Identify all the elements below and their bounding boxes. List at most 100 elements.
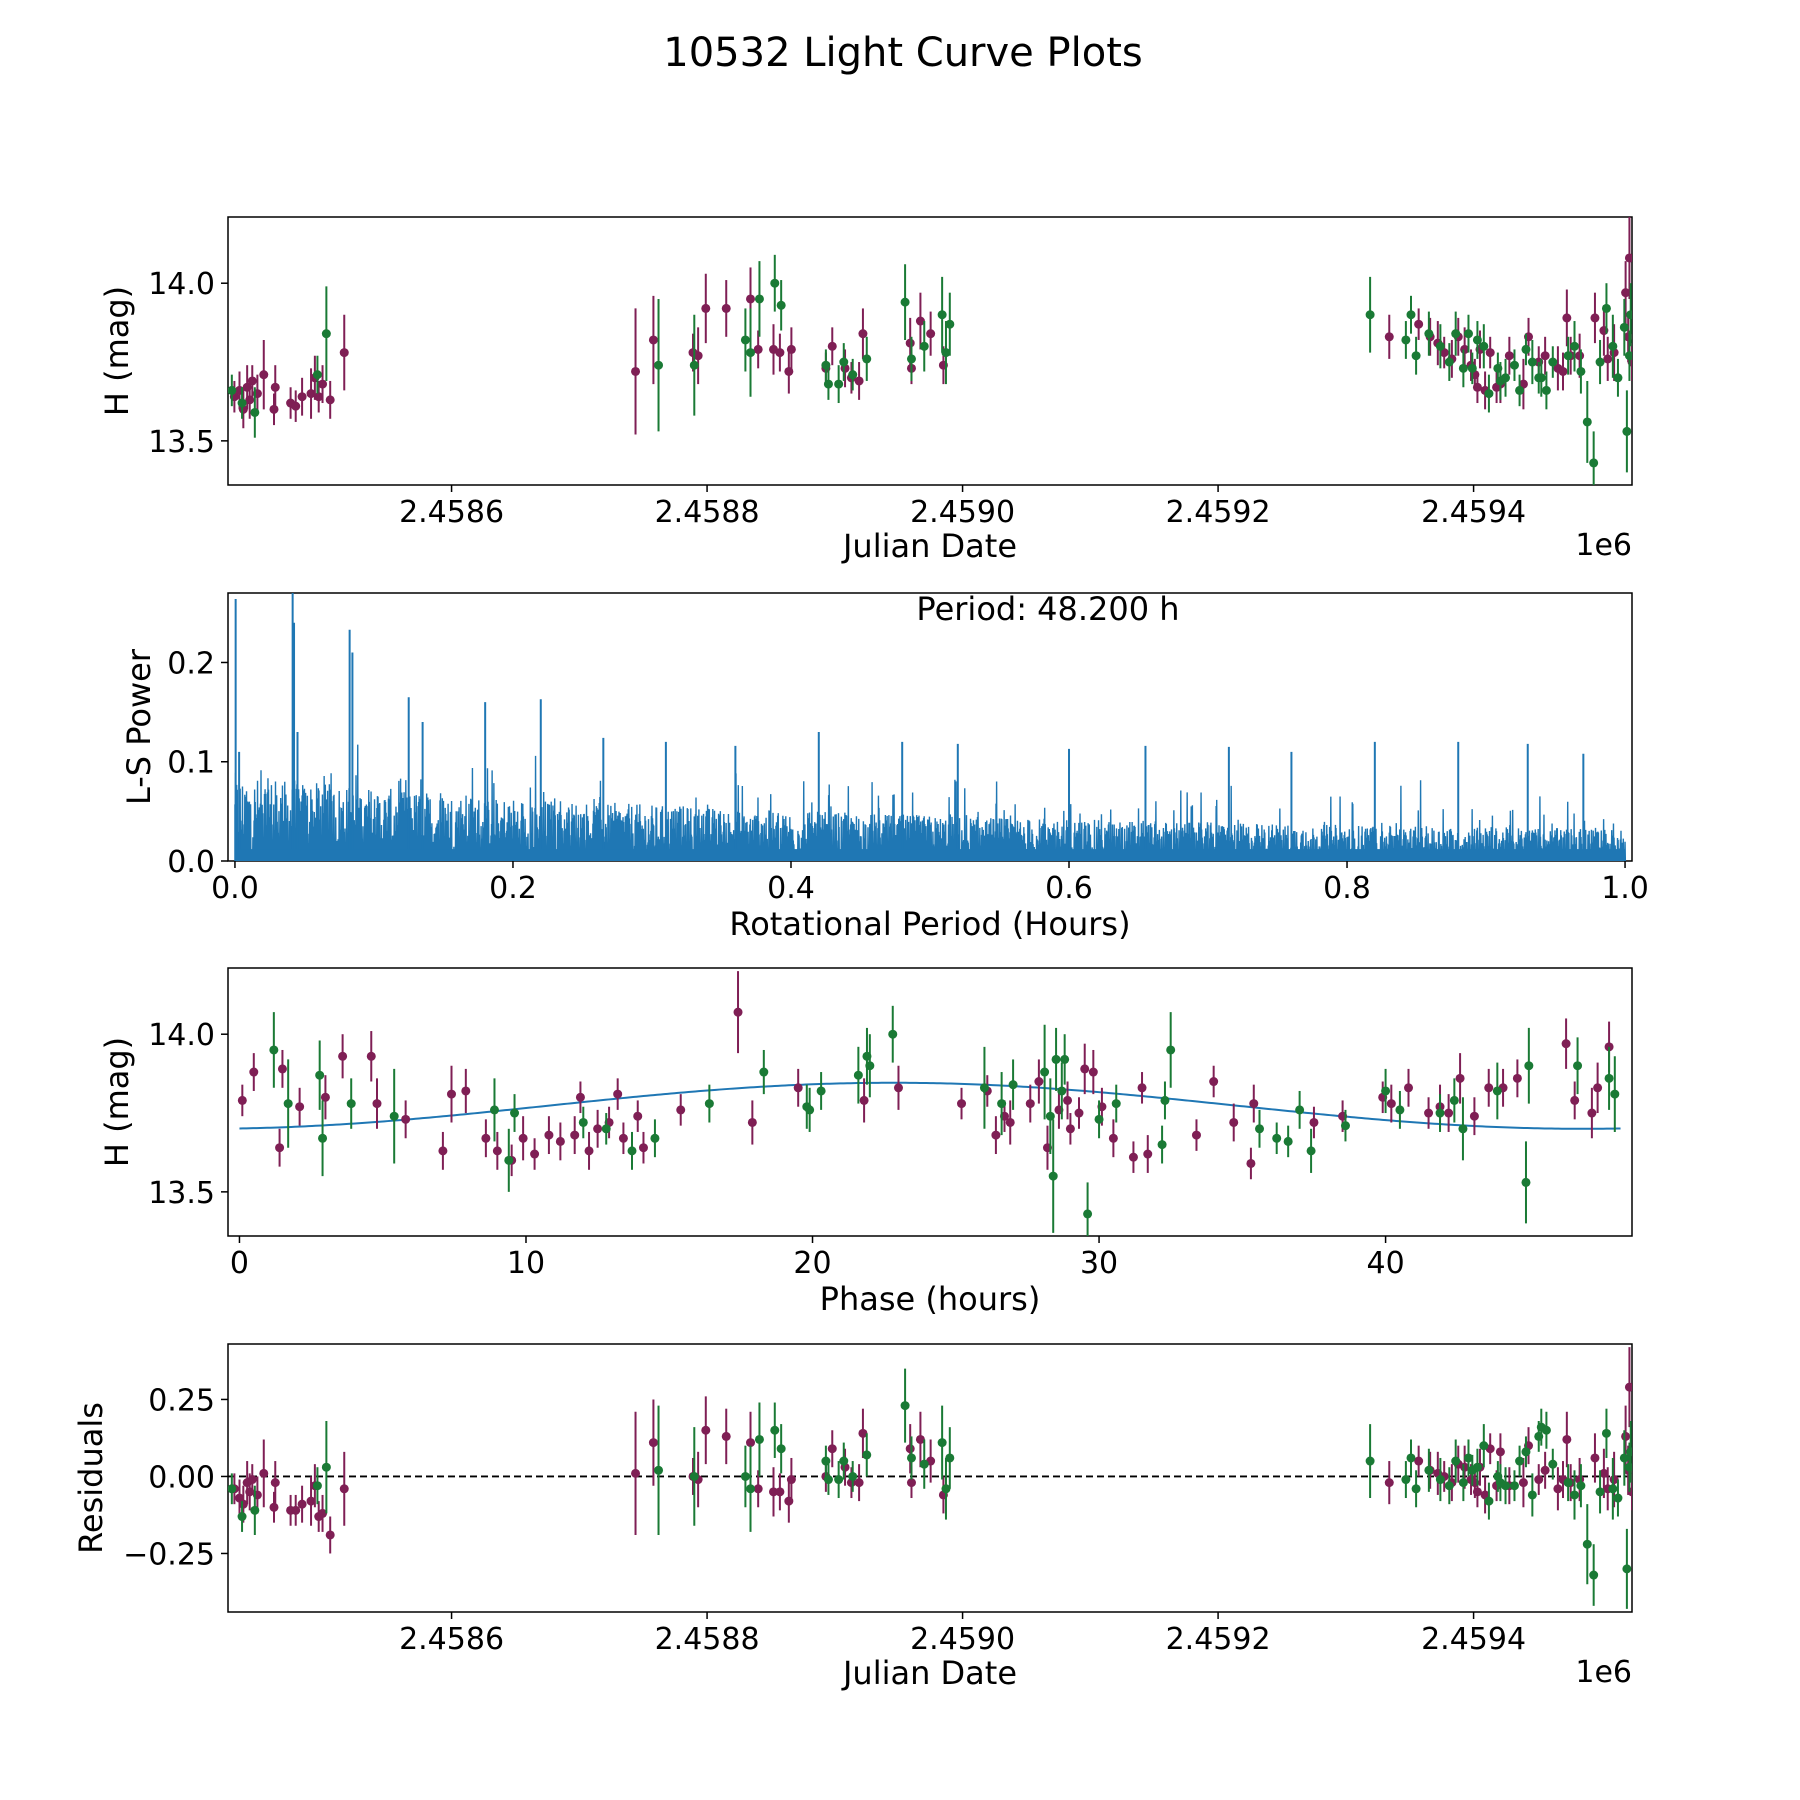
phased-marker: [346, 1099, 356, 1109]
residuals-point-maroon: [858, 1408, 868, 1458]
phased-point-maroon: [991, 1116, 1001, 1155]
residuals-x-tick-label: 2.4586: [399, 1622, 504, 1657]
lightcurve-point-green: [237, 387, 247, 419]
lightcurve-point-maroon: [786, 327, 796, 372]
residuals-point-green: [237, 1501, 247, 1532]
residuals-point-maroon: [854, 1464, 864, 1502]
lightcurve-marker: [1601, 303, 1611, 313]
phased-point-maroon: [1424, 1097, 1434, 1129]
phased-point-maroon: [633, 1100, 643, 1132]
lightcurve-marker: [1406, 310, 1416, 320]
lightcurve-point-green: [848, 358, 858, 391]
residuals-point-green: [1576, 1464, 1586, 1508]
phased-point-green: [1094, 1100, 1104, 1139]
periodogram-x-tick-label: 0.2: [489, 871, 537, 906]
phased-marker: [1306, 1146, 1316, 1156]
phased-marker: [1045, 1111, 1055, 1121]
phased-point-green: [1060, 1034, 1070, 1085]
residuals-point-green: [228, 1473, 237, 1505]
lightcurve-y-ticks: 13.5 14.0: [148, 267, 228, 460]
residuals-point-maroon: [325, 1516, 335, 1554]
lightcurve-marker: [786, 344, 796, 354]
phased-marker: [1025, 1099, 1035, 1109]
phased-marker: [489, 1105, 499, 1115]
phased-marker: [1469, 1111, 1479, 1121]
phased-point-green: [759, 1049, 769, 1095]
phased-marker: [1435, 1108, 1445, 1118]
residuals-marker: [1534, 1475, 1544, 1485]
residuals-point-green: [1619, 1430, 1629, 1486]
phased-marker: [504, 1155, 514, 1165]
phased-point-maroon: [1005, 1100, 1015, 1145]
residuals-point-green: [839, 1442, 849, 1480]
lightcurve-point-maroon: [245, 380, 255, 419]
lightcurve-point-green: [1548, 346, 1558, 378]
lightcurve-point-green: [1484, 374, 1494, 413]
phased-y-tick-label: 13.5: [148, 1176, 215, 1211]
lightcurve-marker: [1603, 354, 1613, 364]
lightcurve-x-tick-label: 2.4588: [655, 495, 760, 530]
lightcurve-point-green: [1582, 380, 1592, 463]
phased-marker: [1128, 1152, 1138, 1162]
lightcurve-point-maroon: [270, 365, 280, 410]
phased-point-green: [1008, 1059, 1018, 1110]
residuals-marker: [1521, 1447, 1531, 1457]
lightcurve-point-green: [1501, 358, 1511, 397]
phased-point-green: [1524, 1027, 1534, 1104]
residuals-marker: [906, 1478, 916, 1488]
phased-marker: [1404, 1083, 1414, 1093]
phased-point-maroon: [1088, 1049, 1098, 1095]
lightcurve-marker: [1619, 322, 1629, 332]
phased-point-maroon: [518, 1116, 528, 1161]
lightcurve-point-maroon: [339, 314, 349, 391]
phased-marker: [1424, 1108, 1434, 1118]
phased-point-green: [805, 1087, 815, 1132]
phased-x-tick-label: 30: [1080, 1246, 1118, 1281]
lightcurve-marks: [228, 217, 1632, 485]
residuals-marker: [746, 1484, 756, 1494]
phased-marker: [510, 1108, 520, 1118]
phased-y-ticks: 13.5 14.0: [148, 1018, 228, 1211]
phased-point-green: [1340, 1109, 1350, 1142]
lightcurve-marker: [1540, 351, 1550, 361]
residuals-marker: [1472, 1462, 1482, 1472]
lightcurve-point-green: [312, 355, 322, 394]
residuals-marker: [1589, 1570, 1599, 1580]
residuals-point-maroon: [1534, 1464, 1544, 1495]
phased-point-green: [315, 1040, 325, 1110]
lightcurve-point-green: [1527, 339, 1537, 385]
phased-marker: [733, 1007, 743, 1017]
phased-marker: [338, 1051, 348, 1061]
lightcurve-marker: [721, 303, 731, 313]
residuals-marker: [848, 1471, 858, 1481]
periodogram-x-tick-label: 0.4: [767, 871, 815, 906]
phased-point-green: [1449, 1078, 1459, 1123]
lightcurve-marker: [1541, 385, 1551, 395]
lightcurve-x-tick-label: 2.4592: [1166, 495, 1271, 530]
lightcurve-point-green: [1406, 295, 1416, 334]
lightcurve-point-green: [1458, 349, 1468, 388]
phased-point-maroon: [1570, 1081, 1580, 1120]
residuals-marker: [269, 1502, 279, 1512]
lightcurve-marker: [1563, 351, 1573, 361]
lightcurve-point-green: [1411, 336, 1421, 375]
lightcurve-x-tick-label: 2.4590: [910, 495, 1015, 530]
phased-marker: [461, 1086, 471, 1096]
phased-y-tick-label: 14.0: [148, 1018, 215, 1053]
phased-point-green: [650, 1119, 660, 1158]
lightcurve-point-maroon: [926, 311, 936, 356]
phased-marker: [1074, 1108, 1084, 1118]
phased-marker: [320, 1092, 330, 1102]
phased-marker: [438, 1146, 448, 1156]
phased-marker: [1255, 1124, 1265, 1134]
phased-point-maroon: [461, 1068, 471, 1114]
phased-point-maroon: [1191, 1119, 1201, 1151]
lightcurve-point-green: [1576, 349, 1586, 394]
residuals-marker: [654, 1465, 664, 1475]
lightcurve-marker: [1472, 382, 1482, 392]
lightcurve-point-green: [1515, 374, 1525, 407]
periodogram-x-tick-label: 0.6: [1045, 871, 1093, 906]
residuals-marker: [770, 1425, 780, 1435]
phased-marker: [1249, 1099, 1259, 1109]
phased-marker: [1492, 1086, 1502, 1096]
